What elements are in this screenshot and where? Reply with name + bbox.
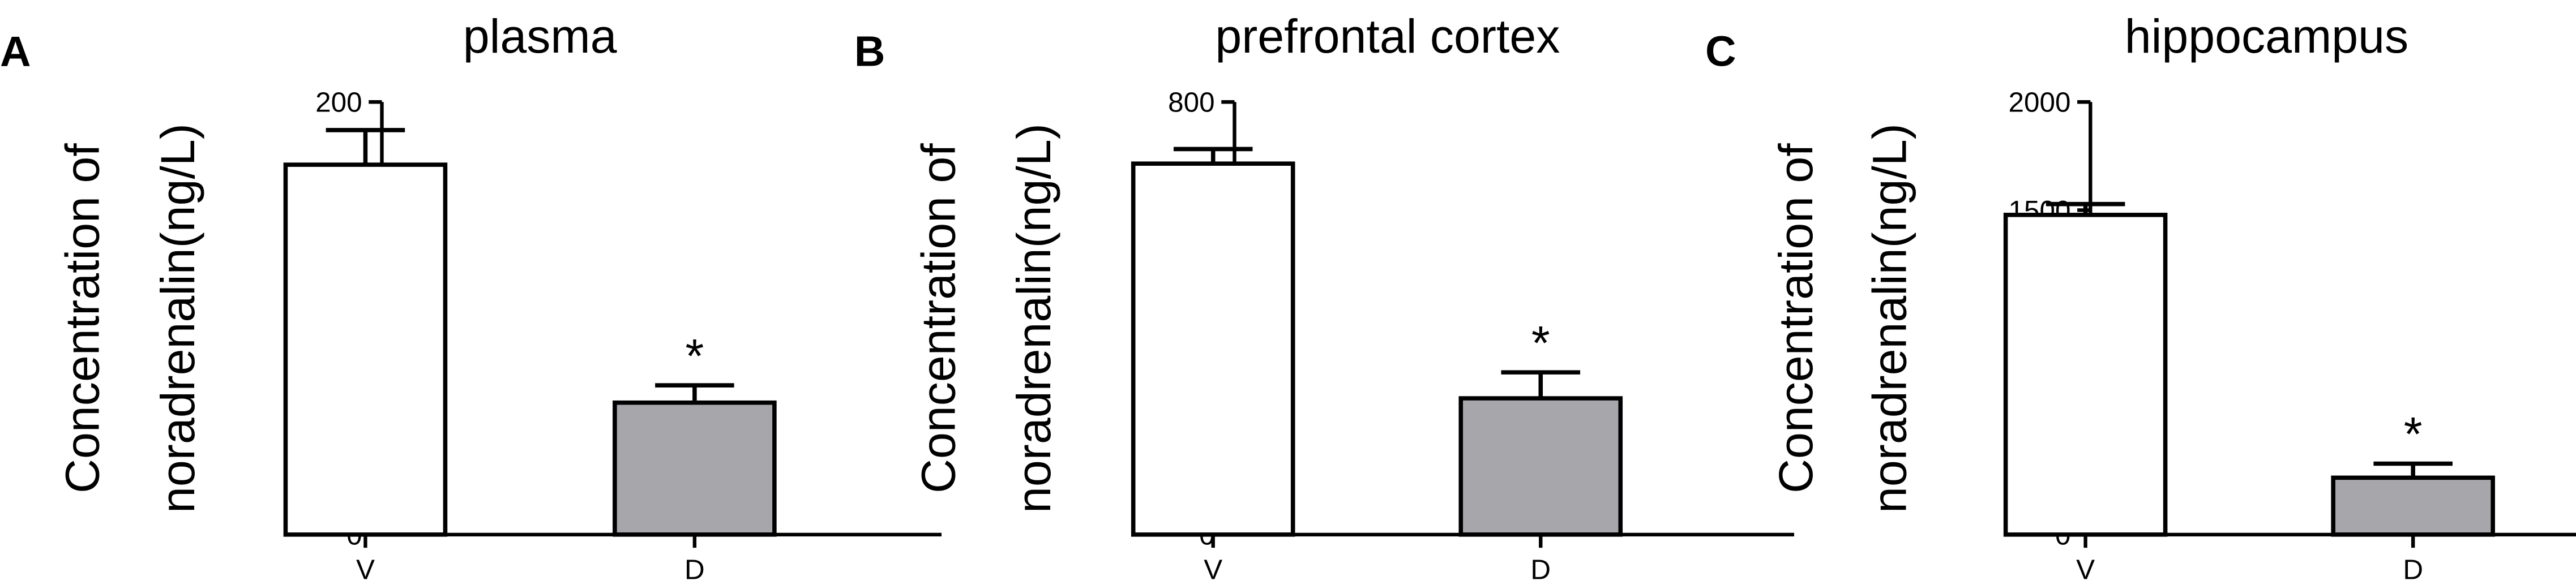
significance-marker: *: [1531, 316, 1550, 369]
panel-title: hippocampus: [2125, 10, 2408, 63]
x-tick-label: V: [1204, 554, 1222, 585]
y-tick-label: 200: [315, 87, 362, 118]
x-tick-label: V: [356, 554, 375, 585]
bar: [2003, 213, 2168, 537]
panel-letter: A: [0, 28, 31, 75]
x-tick-label: D: [1530, 554, 1551, 585]
bar: [283, 162, 448, 537]
panel-letter: B: [854, 28, 885, 75]
y-tick-label: 800: [1168, 87, 1214, 118]
x-tick-label: D: [684, 554, 705, 585]
bar: [2331, 475, 2495, 537]
y-axis-title-line: noradrenalin(ng/L): [151, 123, 204, 513]
y-axis-title-line: Concentration of: [55, 143, 109, 493]
y-axis-title-line: Concentration of: [912, 143, 965, 493]
panel-title: plasma: [463, 10, 617, 63]
y-axis-title-line: noradrenalin(ng/L): [1863, 123, 1916, 513]
y-tick-label: 2000: [2009, 87, 2071, 118]
panel-letter: C: [1705, 28, 1736, 75]
bar: [1131, 161, 1295, 537]
panel-title: prefrontal cortex: [1215, 10, 1560, 63]
bar: [613, 400, 777, 537]
bar: [1458, 396, 1623, 537]
x-tick-label: V: [2076, 554, 2095, 585]
y-axis-title-line: Concentration of: [1769, 143, 1822, 493]
significance-marker: *: [685, 329, 704, 382]
x-tick-label: D: [2403, 554, 2423, 585]
significance-marker: *: [2404, 407, 2423, 461]
y-axis-title-line: noradrenalin(ng/L): [1007, 123, 1060, 513]
